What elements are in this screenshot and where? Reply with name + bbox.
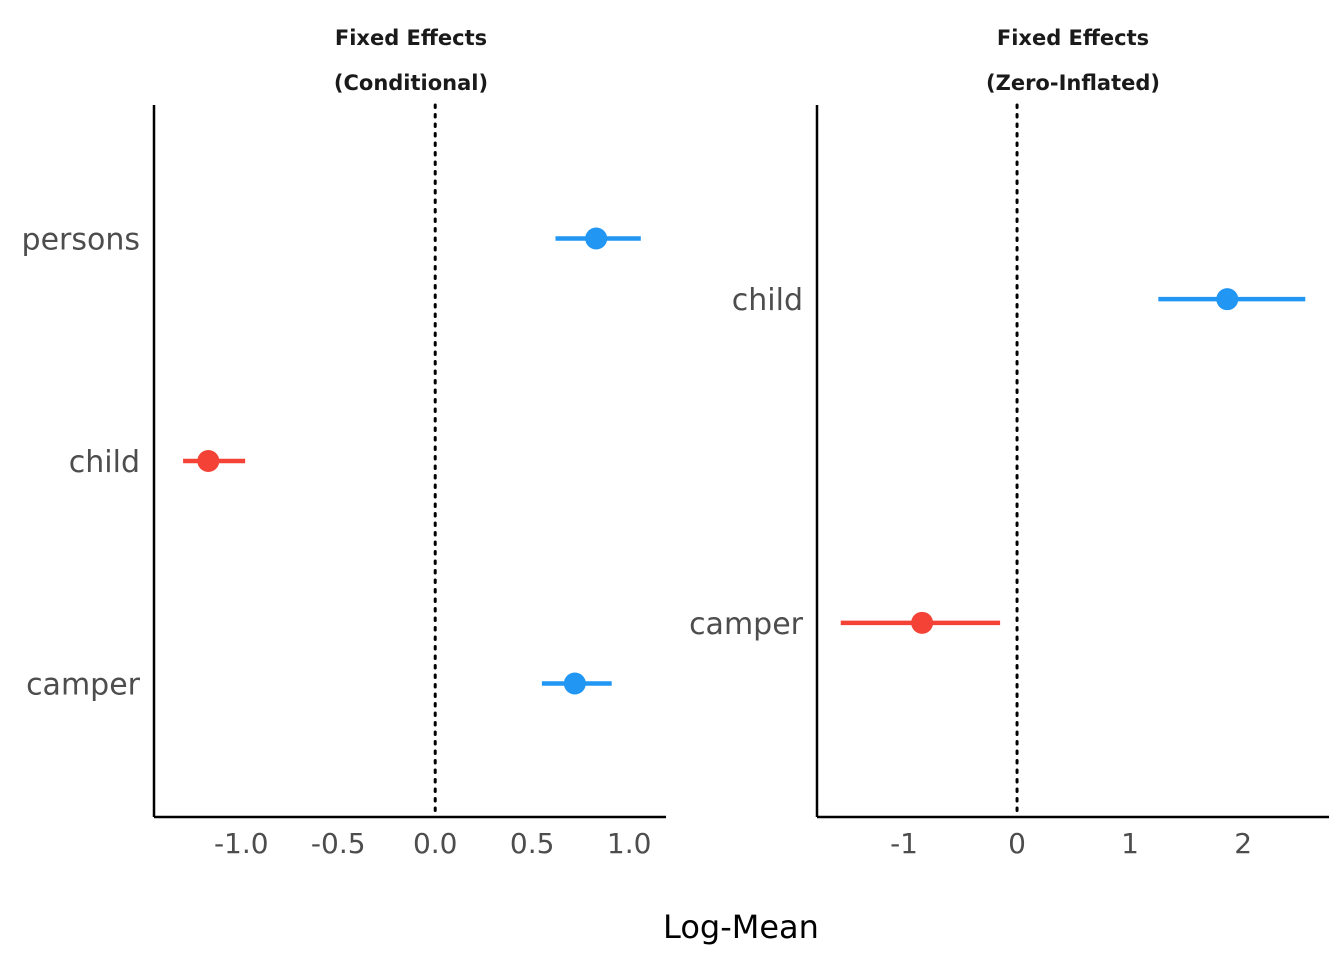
panel-1-x-tick-label: 0.5 bbox=[510, 827, 555, 860]
panel-1-y-tick-label: child bbox=[69, 445, 140, 480]
panel-2-x-tick-label: 2 bbox=[1234, 827, 1252, 860]
panel-2-x-tick-label: 0 bbox=[1008, 827, 1026, 860]
panel-1-y-tick-label: persons bbox=[22, 223, 140, 258]
panel-1-x-tick-label: 1.0 bbox=[607, 827, 652, 860]
panel-1-x-tick-label: -1.0 bbox=[214, 827, 269, 860]
panel-1-estimate-point bbox=[585, 227, 608, 250]
panel-2-title-line1: Fixed Effects bbox=[997, 26, 1149, 50]
panel-1-x-tick-label: -0.5 bbox=[311, 827, 366, 860]
panel-2-estimate-point bbox=[911, 611, 934, 634]
panel-1-y-tick-label: camper bbox=[26, 668, 141, 703]
x-axis-label: Log-Mean bbox=[663, 908, 819, 946]
panel-2-title-line2: (Zero-Inflated) bbox=[986, 71, 1160, 95]
panel-1-estimate-point bbox=[563, 672, 586, 695]
panel-2-x-tick-label: -1 bbox=[890, 827, 918, 860]
panel-2-y-tick-label: child bbox=[732, 283, 803, 318]
panel-1-title-line2: (Conditional) bbox=[334, 71, 488, 95]
panel-1-estimate-point bbox=[197, 450, 220, 472]
panel-1-title-line1: Fixed Effects bbox=[335, 26, 487, 50]
panel-2-y-tick-label: camper bbox=[689, 607, 804, 642]
panel-2-x-tick-label: 1 bbox=[1121, 827, 1139, 860]
panel-2-estimate-point bbox=[1216, 288, 1239, 311]
panel-1-x-tick-label: 0.0 bbox=[413, 827, 458, 860]
